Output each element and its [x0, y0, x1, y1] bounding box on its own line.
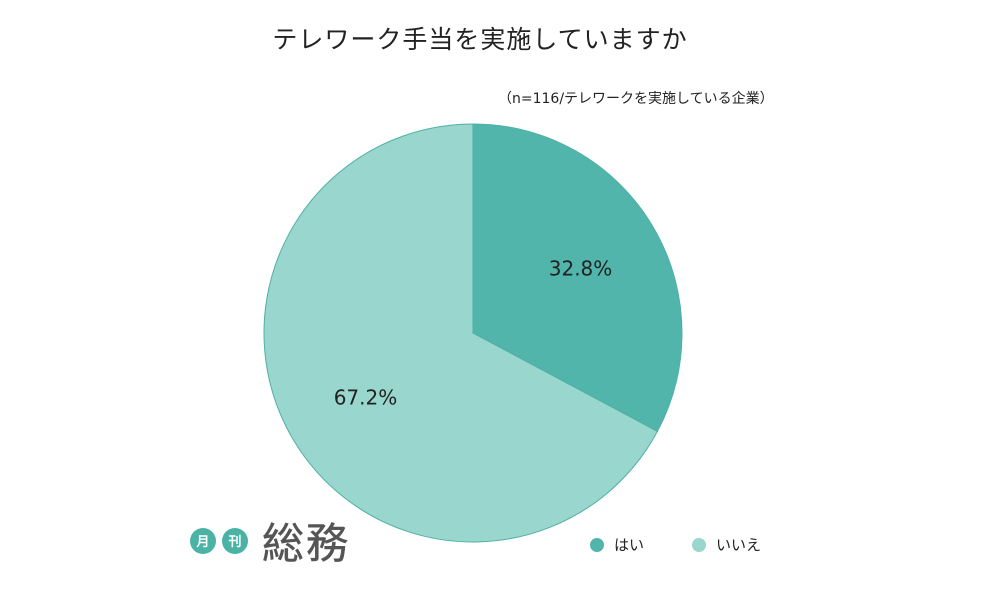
pie-data-label-yes: 32.8% [549, 256, 613, 280]
publisher-logo: 月 刊 総務 [190, 510, 350, 571]
pie-slice-no [263, 123, 659, 543]
chart-title: テレワーク手当を実施していますか [272, 25, 688, 54]
logo-badge-month: 月 [190, 527, 216, 554]
legend-item-no: いいえ [692, 534, 761, 555]
logo-badge-issue: 刊 [222, 527, 248, 554]
legend-swatch-yes [590, 537, 604, 552]
legend: はい いいえ [590, 534, 761, 555]
pie-slice-yes [472, 123, 683, 433]
legend-label-no: いいえ [716, 536, 762, 554]
legend-item-yes: はい [590, 534, 644, 555]
legend-label-yes: はい [614, 536, 645, 554]
pie-data-label-no: 67.2% [334, 386, 398, 410]
legend-swatch-no [692, 537, 707, 552]
logo-text: 総務 [262, 519, 351, 569]
chart-subtitle: （n=116/テレワークを実施している企業） [498, 91, 774, 107]
